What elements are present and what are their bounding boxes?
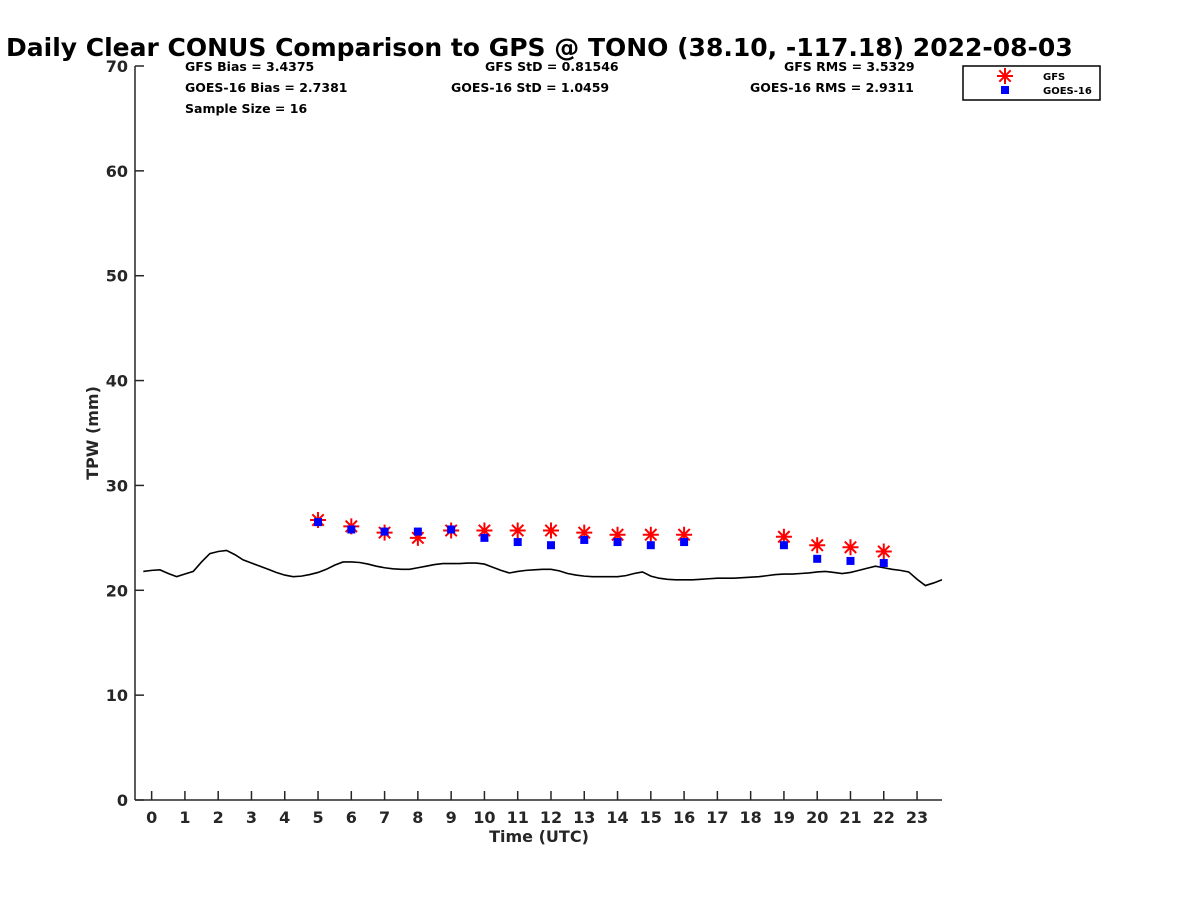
x-tick-label: 6 [346, 808, 357, 827]
gfs-point [676, 526, 693, 543]
gfs-point [875, 543, 892, 560]
goes-bias-stat: GOES-16 Bias = 2.7381 [185, 80, 347, 95]
gfs-point [642, 526, 659, 543]
x-tick-label: 13 [573, 808, 595, 827]
x-tick-label: 20 [806, 808, 828, 827]
goes-rms-stat: GOES-16 RMS = 2.9311 [750, 80, 914, 95]
y-tick-label: 40 [106, 372, 128, 391]
legend: GFS GOES-16 [962, 65, 1101, 101]
sample-size-stat: Sample Size = 16 [185, 101, 307, 116]
goes16-point [879, 559, 888, 568]
x-tick-label: 19 [773, 808, 795, 827]
gfs-point [476, 522, 493, 539]
x-tick-label: 10 [473, 808, 495, 827]
goes16-point [846, 556, 855, 565]
x-tick-label: 16 [673, 808, 695, 827]
goes16-point [513, 538, 522, 547]
gfs-point [576, 524, 593, 541]
x-tick-label: 8 [412, 808, 423, 827]
x-tick-label: 11 [507, 808, 529, 827]
y-tick-label: 20 [106, 581, 128, 600]
goes-std-stat: GOES-16 StD = 1.0459 [451, 80, 609, 95]
goes16-point [813, 554, 822, 563]
goes16-point [314, 518, 323, 527]
gfs-point [842, 539, 859, 556]
x-tick-label: 18 [740, 808, 762, 827]
x-tick-label: 1 [179, 808, 190, 827]
goes16-point [779, 541, 788, 550]
gps-tpw-line [143, 549, 943, 587]
x-tick-label: 4 [279, 808, 290, 827]
gfs-point [542, 522, 559, 539]
gfs-rms-stat: GFS RMS = 3.5329 [784, 59, 915, 74]
x-tick-label: 12 [540, 808, 562, 827]
x-axis-label: Time (UTC) [489, 827, 589, 846]
y-tick-label: 30 [106, 476, 128, 495]
gfs-std-stat: GFS StD = 0.81546 [485, 59, 619, 74]
x-tick-label: 9 [446, 808, 457, 827]
x-tick-label: 15 [640, 808, 662, 827]
goes16-point [580, 535, 589, 544]
gfs-point [509, 522, 526, 539]
gfs-point [409, 529, 426, 546]
x-tick-label: 7 [379, 808, 390, 827]
x-tick-label: 22 [873, 808, 895, 827]
y-tick-label: 10 [106, 686, 128, 705]
gfs-point [609, 526, 626, 543]
goes16-point [613, 538, 622, 547]
y-tick-label: 60 [106, 162, 128, 181]
goes16-point [546, 541, 555, 550]
gfs-point [809, 537, 826, 554]
x-tick-label: 23 [906, 808, 928, 827]
goes16-point [646, 541, 655, 550]
x-tick-label: 21 [839, 808, 861, 827]
x-tick-label: 14 [606, 808, 628, 827]
x-tick-label: 5 [312, 808, 323, 827]
chart-title: Daily Clear CONUS Comparison to GPS @ TO… [6, 33, 1073, 62]
goes16-point [480, 533, 489, 542]
y-tick-label: 0 [117, 791, 128, 810]
goes16-point [347, 525, 356, 534]
y-axis-label: TPW (mm) [83, 386, 102, 480]
x-tick-label: 0 [146, 808, 157, 827]
x-tick-label: 2 [213, 808, 224, 827]
gfs-point [775, 528, 792, 545]
legend-goes-marker [1001, 86, 1009, 94]
y-tick-label: 50 [106, 267, 128, 286]
legend-box [962, 65, 1101, 101]
x-tick-label: 3 [246, 808, 257, 827]
legend-goes-label: GOES-16 [1043, 86, 1092, 97]
goes16-point [447, 525, 456, 534]
legend-gfs-label: GFS [1043, 72, 1065, 83]
goes16-point [380, 527, 389, 536]
gfs-bias-stat: GFS Bias = 3.4375 [185, 59, 314, 74]
legend-gfs-marker [997, 68, 1013, 84]
stats-block: GFS Bias = 3.4375 GOES-16 Bias = 2.7381 … [185, 59, 915, 116]
goes16-point [413, 527, 422, 536]
goes16-point [680, 538, 689, 547]
x-tick-label: 17 [706, 808, 728, 827]
y-tick-label: 70 [106, 57, 128, 76]
